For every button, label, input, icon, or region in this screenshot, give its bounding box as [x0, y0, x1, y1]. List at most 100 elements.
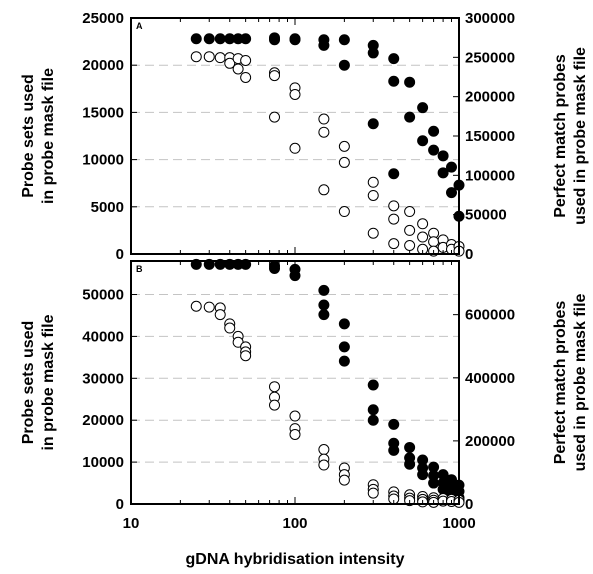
y-left-tick-label: 15000	[82, 104, 124, 121]
y-left-tick-label: 0	[116, 246, 124, 263]
filled-data-point	[190, 33, 202, 45]
filled-data-point	[318, 309, 330, 321]
open-data-point	[367, 227, 379, 239]
y-left-axis-title-line: in probe mask file	[40, 314, 57, 450]
y-left-tick-label: 20000	[82, 412, 124, 429]
y-left-axis-title-line: Probe sets used	[20, 74, 37, 198]
filled-data-point	[417, 102, 429, 114]
y-left-tick-label: 10000	[82, 152, 124, 169]
open-data-point	[417, 218, 429, 230]
filled-data-point	[388, 168, 400, 180]
filled-data-point	[437, 150, 449, 162]
filled-data-point	[338, 318, 350, 330]
open-data-point	[388, 200, 400, 212]
filled-data-point	[289, 34, 301, 46]
open-data-point	[318, 459, 330, 471]
x-axis-title: gDNA hybridisation intensity	[186, 551, 405, 568]
panel-label: B	[136, 264, 143, 274]
open-data-point	[404, 240, 416, 251]
filled-data-point	[240, 33, 252, 45]
open-data-point	[417, 231, 429, 243]
filled-data-point	[404, 441, 416, 453]
y-right-tick-label: 200000	[465, 89, 515, 106]
y-left-tick-label: 5000	[91, 199, 124, 216]
filled-data-point	[388, 418, 400, 430]
y-right-axis-title-line: Perfect match probes	[552, 54, 569, 218]
filled-data-point	[318, 299, 330, 311]
open-data-point	[224, 322, 236, 334]
y-right-tick-label: 600000	[465, 307, 515, 324]
y-left-tick-label: 50000	[82, 287, 124, 304]
filled-data-point	[367, 47, 379, 59]
y-right-axis-title: Perfect match probes used in probe mask f…	[552, 293, 589, 471]
open-data-point	[214, 52, 226, 64]
filled-data-point	[417, 135, 429, 147]
filled-data-point	[428, 477, 440, 489]
open-data-point	[338, 206, 350, 218]
filled-data-point	[388, 75, 400, 87]
open-data-point	[289, 428, 301, 440]
filled-data-point	[417, 469, 429, 481]
y-right-axis-title-line: used in probe mask file	[572, 293, 589, 471]
open-data-point	[388, 238, 400, 250]
open-data-point	[269, 111, 281, 123]
open-data-point	[190, 300, 202, 312]
y-right-axis-title-line: used in probe mask file	[572, 47, 589, 225]
plot-frame	[130, 17, 460, 255]
open-data-point	[338, 140, 350, 152]
panel-b: 0 10000 20000 30000 40000 50000 0 200000 400000 6…	[20, 258, 589, 532]
filled-data-point	[404, 76, 416, 88]
filled-data-point	[388, 53, 400, 65]
x-tick-label: 100	[282, 515, 307, 532]
open-data-point	[240, 71, 252, 83]
open-data-point	[318, 126, 330, 138]
open-data-point	[289, 410, 301, 422]
open-data-point	[240, 54, 252, 66]
x-tick-label: 1000	[442, 515, 475, 532]
open-data-point	[224, 57, 236, 69]
y-right-tick-label: 200000	[465, 433, 515, 450]
open-data-point	[269, 70, 281, 82]
open-data-point	[240, 350, 252, 362]
y-left-axis-title: Probe sets used in probe mask file	[20, 314, 57, 450]
filled-data-point	[269, 34, 281, 46]
y-left-tick-label: 10000	[82, 454, 124, 471]
open-data-point	[367, 176, 379, 188]
y-left-tick-label: 0	[116, 496, 124, 513]
filled-data-point	[404, 458, 416, 470]
filled-data-point	[338, 59, 350, 71]
open-data-point	[338, 474, 350, 486]
filled-data-point	[367, 404, 379, 416]
filled-data-point	[289, 270, 301, 282]
y-right-tick-label: 0	[465, 246, 473, 263]
open-data-point	[269, 381, 281, 393]
open-data-point	[367, 487, 379, 499]
open-data-point	[404, 206, 416, 218]
open-data-point	[428, 236, 440, 248]
panel-label: A	[136, 21, 143, 31]
filled-data-point	[367, 118, 379, 130]
y-left-tick-label: 25000	[82, 10, 124, 27]
open-data-point	[289, 88, 301, 100]
filled-data-point	[318, 39, 330, 51]
open-data-point	[289, 142, 301, 154]
open-data-point	[232, 63, 244, 75]
y-left-tick-label: 40000	[82, 328, 124, 345]
filled-data-point	[428, 144, 440, 156]
filled-data-point	[338, 355, 350, 367]
y-right-tick-label: 150000	[465, 128, 515, 145]
filled-data-point	[404, 111, 416, 123]
y-right-axis-title: Perfect match probes used in probe mask f…	[552, 47, 589, 225]
open-data-point	[318, 444, 330, 456]
open-data-point	[269, 399, 281, 411]
open-data-point	[318, 113, 330, 125]
y-left-axis-title-line: Probe sets used	[20, 321, 37, 445]
open-data-point	[388, 213, 400, 225]
y-left-tick-label: 20000	[82, 57, 124, 74]
y-right-tick-label: 300000	[465, 10, 515, 27]
filled-data-point	[367, 414, 379, 426]
x-tick-label: 10	[123, 515, 140, 532]
open-data-point	[214, 309, 226, 321]
filled-data-point	[446, 161, 457, 173]
